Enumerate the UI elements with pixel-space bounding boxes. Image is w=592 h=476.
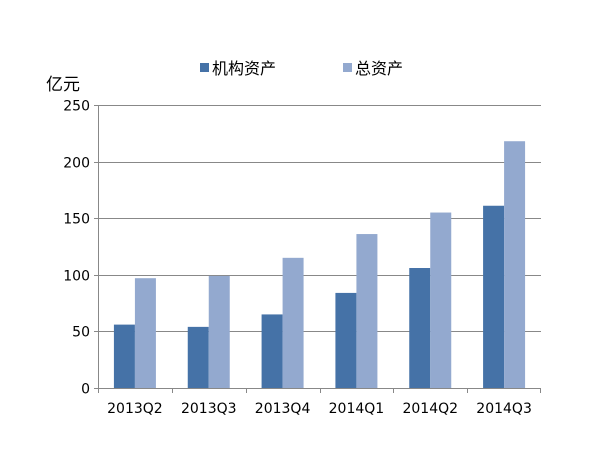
legend-swatch-total: [343, 63, 352, 72]
y-tick-label: 50: [72, 325, 90, 341]
bar-institution-2014Q1: [335, 292, 357, 388]
bar-institution-2013Q2: [113, 324, 135, 388]
legend-label-total: 总资产: [355, 59, 403, 78]
bar-institution-2014Q3: [483, 205, 505, 388]
y-tick-label: 150: [63, 212, 90, 228]
bar-total-2014Q2: [430, 212, 452, 388]
x-tick-label: 2013Q3: [181, 401, 237, 417]
x-tick-label: 2013Q4: [255, 401, 311, 417]
gridlines: [98, 105, 541, 332]
legend-swatch-institution: [200, 63, 209, 72]
y-tick-label: 200: [63, 156, 90, 172]
legend: 机构资产 总资产: [200, 59, 403, 78]
y-tick-label: 250: [63, 99, 90, 115]
bar-total-2013Q2: [134, 278, 156, 388]
x-tick-label: 2013Q2: [107, 401, 163, 417]
y-axis-unit-label: 亿元: [46, 75, 80, 95]
x-tick-label: 2014Q1: [329, 401, 385, 417]
y-tick-label: 100: [63, 269, 90, 285]
bar-institution-2013Q3: [187, 326, 209, 388]
y-tick-label: 0: [81, 382, 90, 398]
bar-institution-2014Q2: [409, 268, 431, 388]
bar-institution-2013Q4: [261, 314, 283, 388]
bar-total-2013Q4: [282, 257, 304, 388]
y-axis-ticks: 0 50 100 150 200 250: [63, 99, 98, 398]
bar-total-2014Q3: [504, 141, 526, 388]
x-axis-labels: 2013Q2 2013Q3 2013Q4 2014Q1 2014Q2 2014Q3: [98, 388, 541, 417]
legend-label-institution: 机构资产: [212, 59, 276, 78]
bar-total-2013Q3: [208, 275, 230, 388]
x-tick-label: 2014Q2: [402, 401, 458, 417]
bars: [113, 141, 526, 388]
bar-total-2014Q1: [356, 234, 378, 388]
x-tick-label: 2014Q3: [476, 401, 532, 417]
